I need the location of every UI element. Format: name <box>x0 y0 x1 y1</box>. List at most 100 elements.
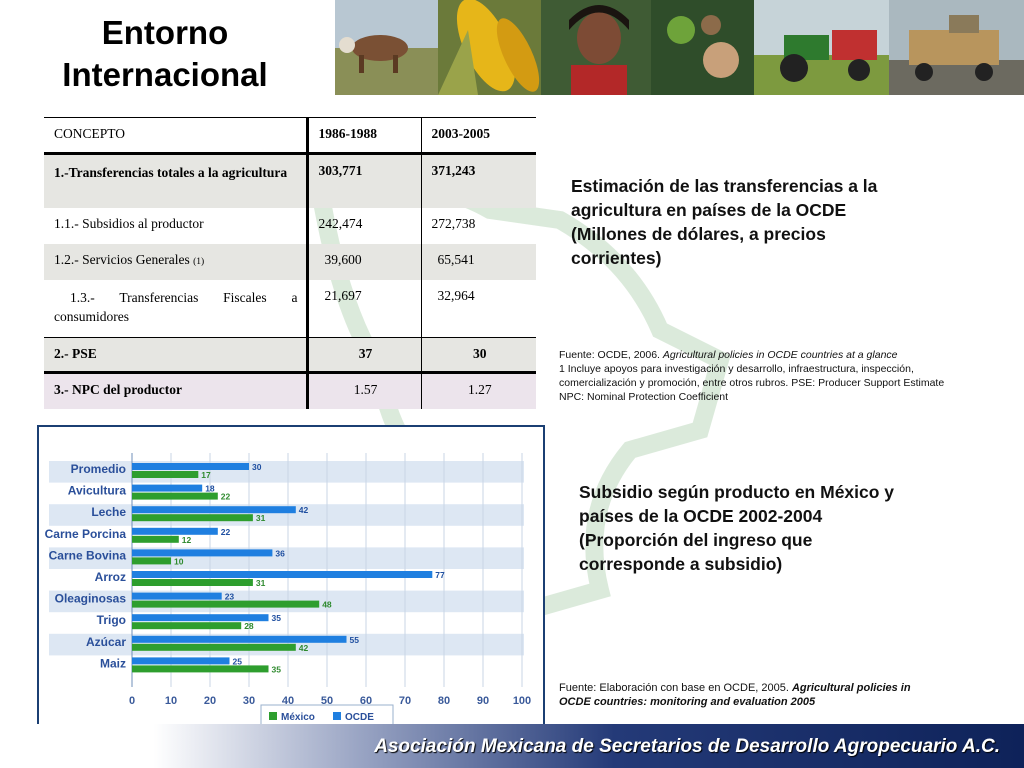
subsidy-chart: 0 10 20 30 40 50 60 70 80 90 100 Promedio 30 17 Avicul… <box>37 425 545 739</box>
legend-label: México <box>281 712 315 723</box>
source-prefix: Fuente: OCDE, 2006. <box>559 349 663 361</box>
row-value-2: 30 <box>421 337 536 373</box>
ocde-bar <box>132 614 269 622</box>
footer-bar <box>0 724 1024 768</box>
data-label: 35 <box>272 613 282 623</box>
data-label: 12 <box>182 535 192 545</box>
subsidy-description: Subsidio según producto en México y país… <box>579 482 895 574</box>
category-label: Azúcar <box>86 635 126 649</box>
harvest-hands-photo <box>651 0 754 95</box>
x-tick-label: 80 <box>438 695 450 707</box>
table-row: 1.3.- Transferencias Fiscales a consumid… <box>44 279 536 338</box>
truck-loading-photo <box>889 0 1024 95</box>
mexico-bar <box>132 665 269 673</box>
row-concept: 1.3.- Transferencias Fiscales a consumid… <box>44 279 309 338</box>
cattle-photo <box>335 0 438 95</box>
mexico-bar <box>132 579 253 586</box>
source-title: Agricultural policies in OCDE countries … <box>662 349 898 361</box>
transfers-description: Estimación de las transferencias a la ag… <box>571 176 878 268</box>
ocde-bar <box>132 592 222 600</box>
mexico-bar <box>132 600 320 608</box>
data-label: 77 <box>435 570 445 580</box>
data-label: 31 <box>256 578 266 588</box>
data-label: 35 <box>272 664 282 674</box>
header-concepto: CONCEPTO <box>44 117 309 155</box>
source-prefix: Fuente: Elaboración con base en OCDE, 20… <box>559 682 792 694</box>
row-concept: 1.-Transferencias totales a la agricultu… <box>44 153 309 208</box>
row-value-1: 303,771 <box>307 153 422 208</box>
row-concept-cell: 1.2.- Servicios Generales (1) <box>44 243 309 280</box>
category-label: Leche <box>91 505 126 519</box>
x-tick-label: 50 <box>321 695 333 707</box>
tractor-photo <box>754 0 889 95</box>
data-label: 31 <box>256 513 266 523</box>
footnote-marker: (1) <box>193 256 205 267</box>
x-tick-label: 0 <box>129 695 135 707</box>
ocde-bar <box>132 635 347 643</box>
footer-organization: Asociación Mexicana de Secretarios de De… <box>374 736 1000 757</box>
mexico-bar <box>132 471 199 478</box>
category-label: Trigo <box>97 613 126 627</box>
transfers-table: CONCEPTO 1986-1988 2003-2005 1.-Transfer… <box>44 117 536 409</box>
category-label: Arroz <box>95 570 126 584</box>
data-label: 42 <box>299 505 309 515</box>
legend-swatch <box>333 712 341 720</box>
source-title: Agricultural policies in OCDE countries:… <box>559 682 911 708</box>
data-label: 36 <box>275 548 285 558</box>
data-label: 28 <box>244 621 254 631</box>
data-label: 30 <box>252 462 262 472</box>
ocde-bar <box>132 549 273 557</box>
x-tick-label: 10 <box>165 695 177 707</box>
ocde-bar <box>132 527 218 535</box>
ocde-bar <box>132 571 433 578</box>
x-tick-label: 20 <box>204 695 216 707</box>
table-row: 1.-Transferencias totales a la agricultu… <box>44 153 536 208</box>
mexico-bar <box>132 535 179 543</box>
transfers-source-note: Fuente: OCDE, 2006. Agricultural policie… <box>559 348 959 404</box>
x-tick-label: 30 <box>243 695 255 707</box>
legend-swatch <box>269 712 277 720</box>
row-value-2: 371,243 <box>421 153 536 208</box>
table-row: 3.- NPC del productor 1.57 1.27 <box>44 371 536 409</box>
data-label: 42 <box>299 643 309 653</box>
header-period-2: 2003-2005 <box>421 117 536 155</box>
data-label: 10 <box>174 556 184 566</box>
ocde-bar <box>132 463 249 470</box>
table-row: 2.- PSE 37 30 <box>44 337 536 373</box>
mexico-bar <box>132 492 218 500</box>
ocde-bar <box>132 657 230 665</box>
data-label: 23 <box>225 592 235 602</box>
data-label: 55 <box>350 635 360 645</box>
table-header-row: CONCEPTO 1986-1988 2003-2005 <box>44 117 536 155</box>
ocde-bar <box>132 484 203 492</box>
x-tick-label: 100 <box>513 695 531 707</box>
data-label: 18 <box>205 484 215 494</box>
page-title: Entorno Internacional <box>62 14 268 93</box>
category-label: Promedio <box>71 462 126 476</box>
row-concept: 2.- PSE <box>44 337 309 373</box>
x-tick-label: 90 <box>477 695 489 707</box>
farmer-woman-photo <box>541 0 651 95</box>
table-row: 1.2.- Servicios Generales (1) 39,600 65,… <box>44 243 536 280</box>
footnote-text: 1 Incluye apoyos para investigación y de… <box>559 363 945 403</box>
subsidy-chart-svg: 0 10 20 30 40 50 60 70 80 90 100 Promedio 30 17 Avicul… <box>45 453 531 728</box>
x-tick-label: 70 <box>399 695 411 707</box>
data-label: 22 <box>221 492 231 502</box>
row-value-2: 1.27 <box>421 371 536 409</box>
row-value-2: 272,738 <box>431 215 476 231</box>
row-value-2: 65,541 <box>421 243 536 280</box>
row-value-2: 32,964 <box>437 287 475 303</box>
row-value-1: 1.57 <box>307 371 422 409</box>
row-value-1: 39,600 <box>307 243 422 280</box>
row-concept: 3.- NPC del productor <box>44 371 309 409</box>
category-label: Maiz <box>100 656 126 670</box>
data-label: 22 <box>221 527 231 537</box>
category-label: Avicultura <box>68 484 127 498</box>
row-value-1: 21,697 <box>307 279 422 338</box>
category-label: Oleaginosas <box>55 592 127 606</box>
mexico-bar <box>132 514 253 522</box>
category-label: Carne Porcina <box>45 527 127 541</box>
x-tick-label: 60 <box>360 695 372 707</box>
header-period-1: 1986-1988 <box>307 117 422 155</box>
table-row: 1.1.- Subsidios al productor 242,474 272… <box>44 207 536 244</box>
